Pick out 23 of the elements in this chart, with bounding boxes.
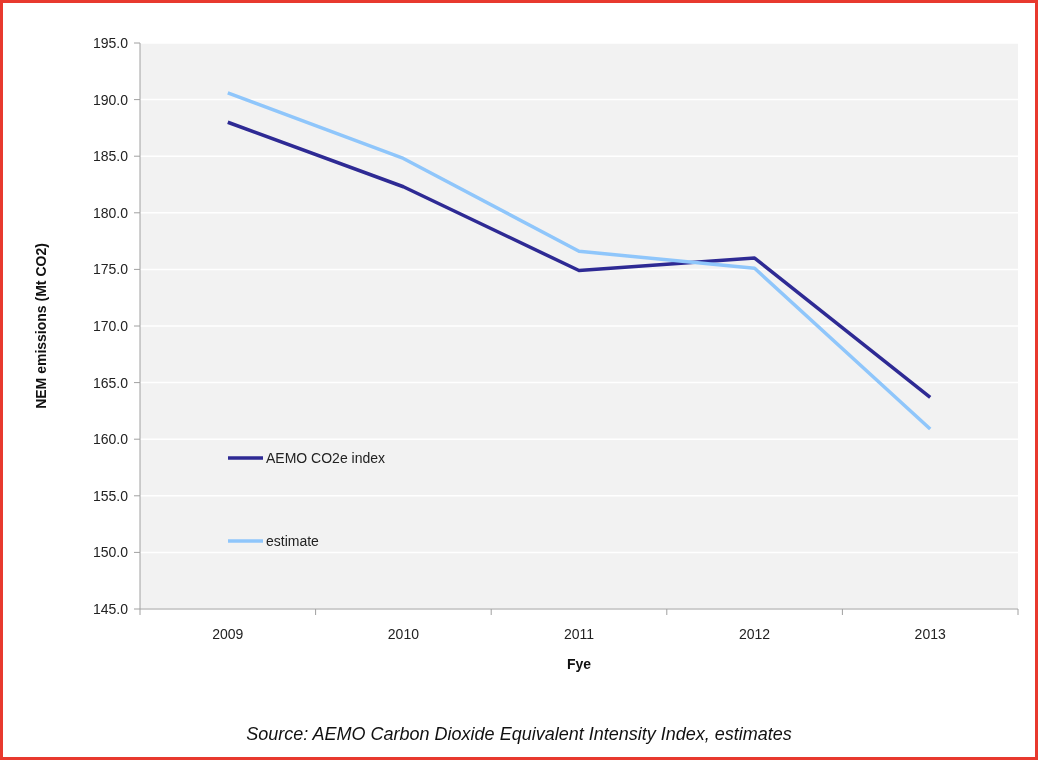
x-tick-label: 2010 — [387, 626, 420, 642]
y-tick-label: 195.0 — [92, 34, 129, 51]
y-tick-label: 165.0 — [92, 374, 129, 391]
legend-label: estimate — [266, 532, 320, 549]
y-tick-label: 180.0 — [92, 204, 129, 221]
x-axis-title: Fye — [566, 656, 592, 672]
legend-label: AEMO CO2e index — [266, 449, 386, 466]
y-tick-label: 160.0 — [92, 431, 129, 448]
y-tick-label: 145.0 — [92, 600, 129, 617]
source-note: Source: AEMO Carbon Dioxide Equivalent Intensity Index, estimates — [246, 724, 792, 744]
y-tick-label: 185.0 — [92, 148, 129, 165]
line-series — [226, 120, 932, 400]
y-tick-label: 190.0 — [92, 91, 129, 108]
y-tick-label: 155.0 — [92, 487, 129, 504]
x-tick-label: 2012 — [739, 626, 771, 642]
x-tick-label: 2013 — [914, 626, 946, 642]
x-tick-label: 2011 — [563, 626, 595, 642]
x-tick-label: 2009 — [212, 626, 244, 642]
line-series — [226, 91, 932, 431]
y-tick-label: 150.0 — [92, 544, 129, 561]
y-tick-label: 175.0 — [92, 261, 129, 278]
y-tick-label: 170.0 — [92, 317, 129, 334]
y-axis-title: NEM emissions (Mt CO2) — [33, 243, 49, 409]
